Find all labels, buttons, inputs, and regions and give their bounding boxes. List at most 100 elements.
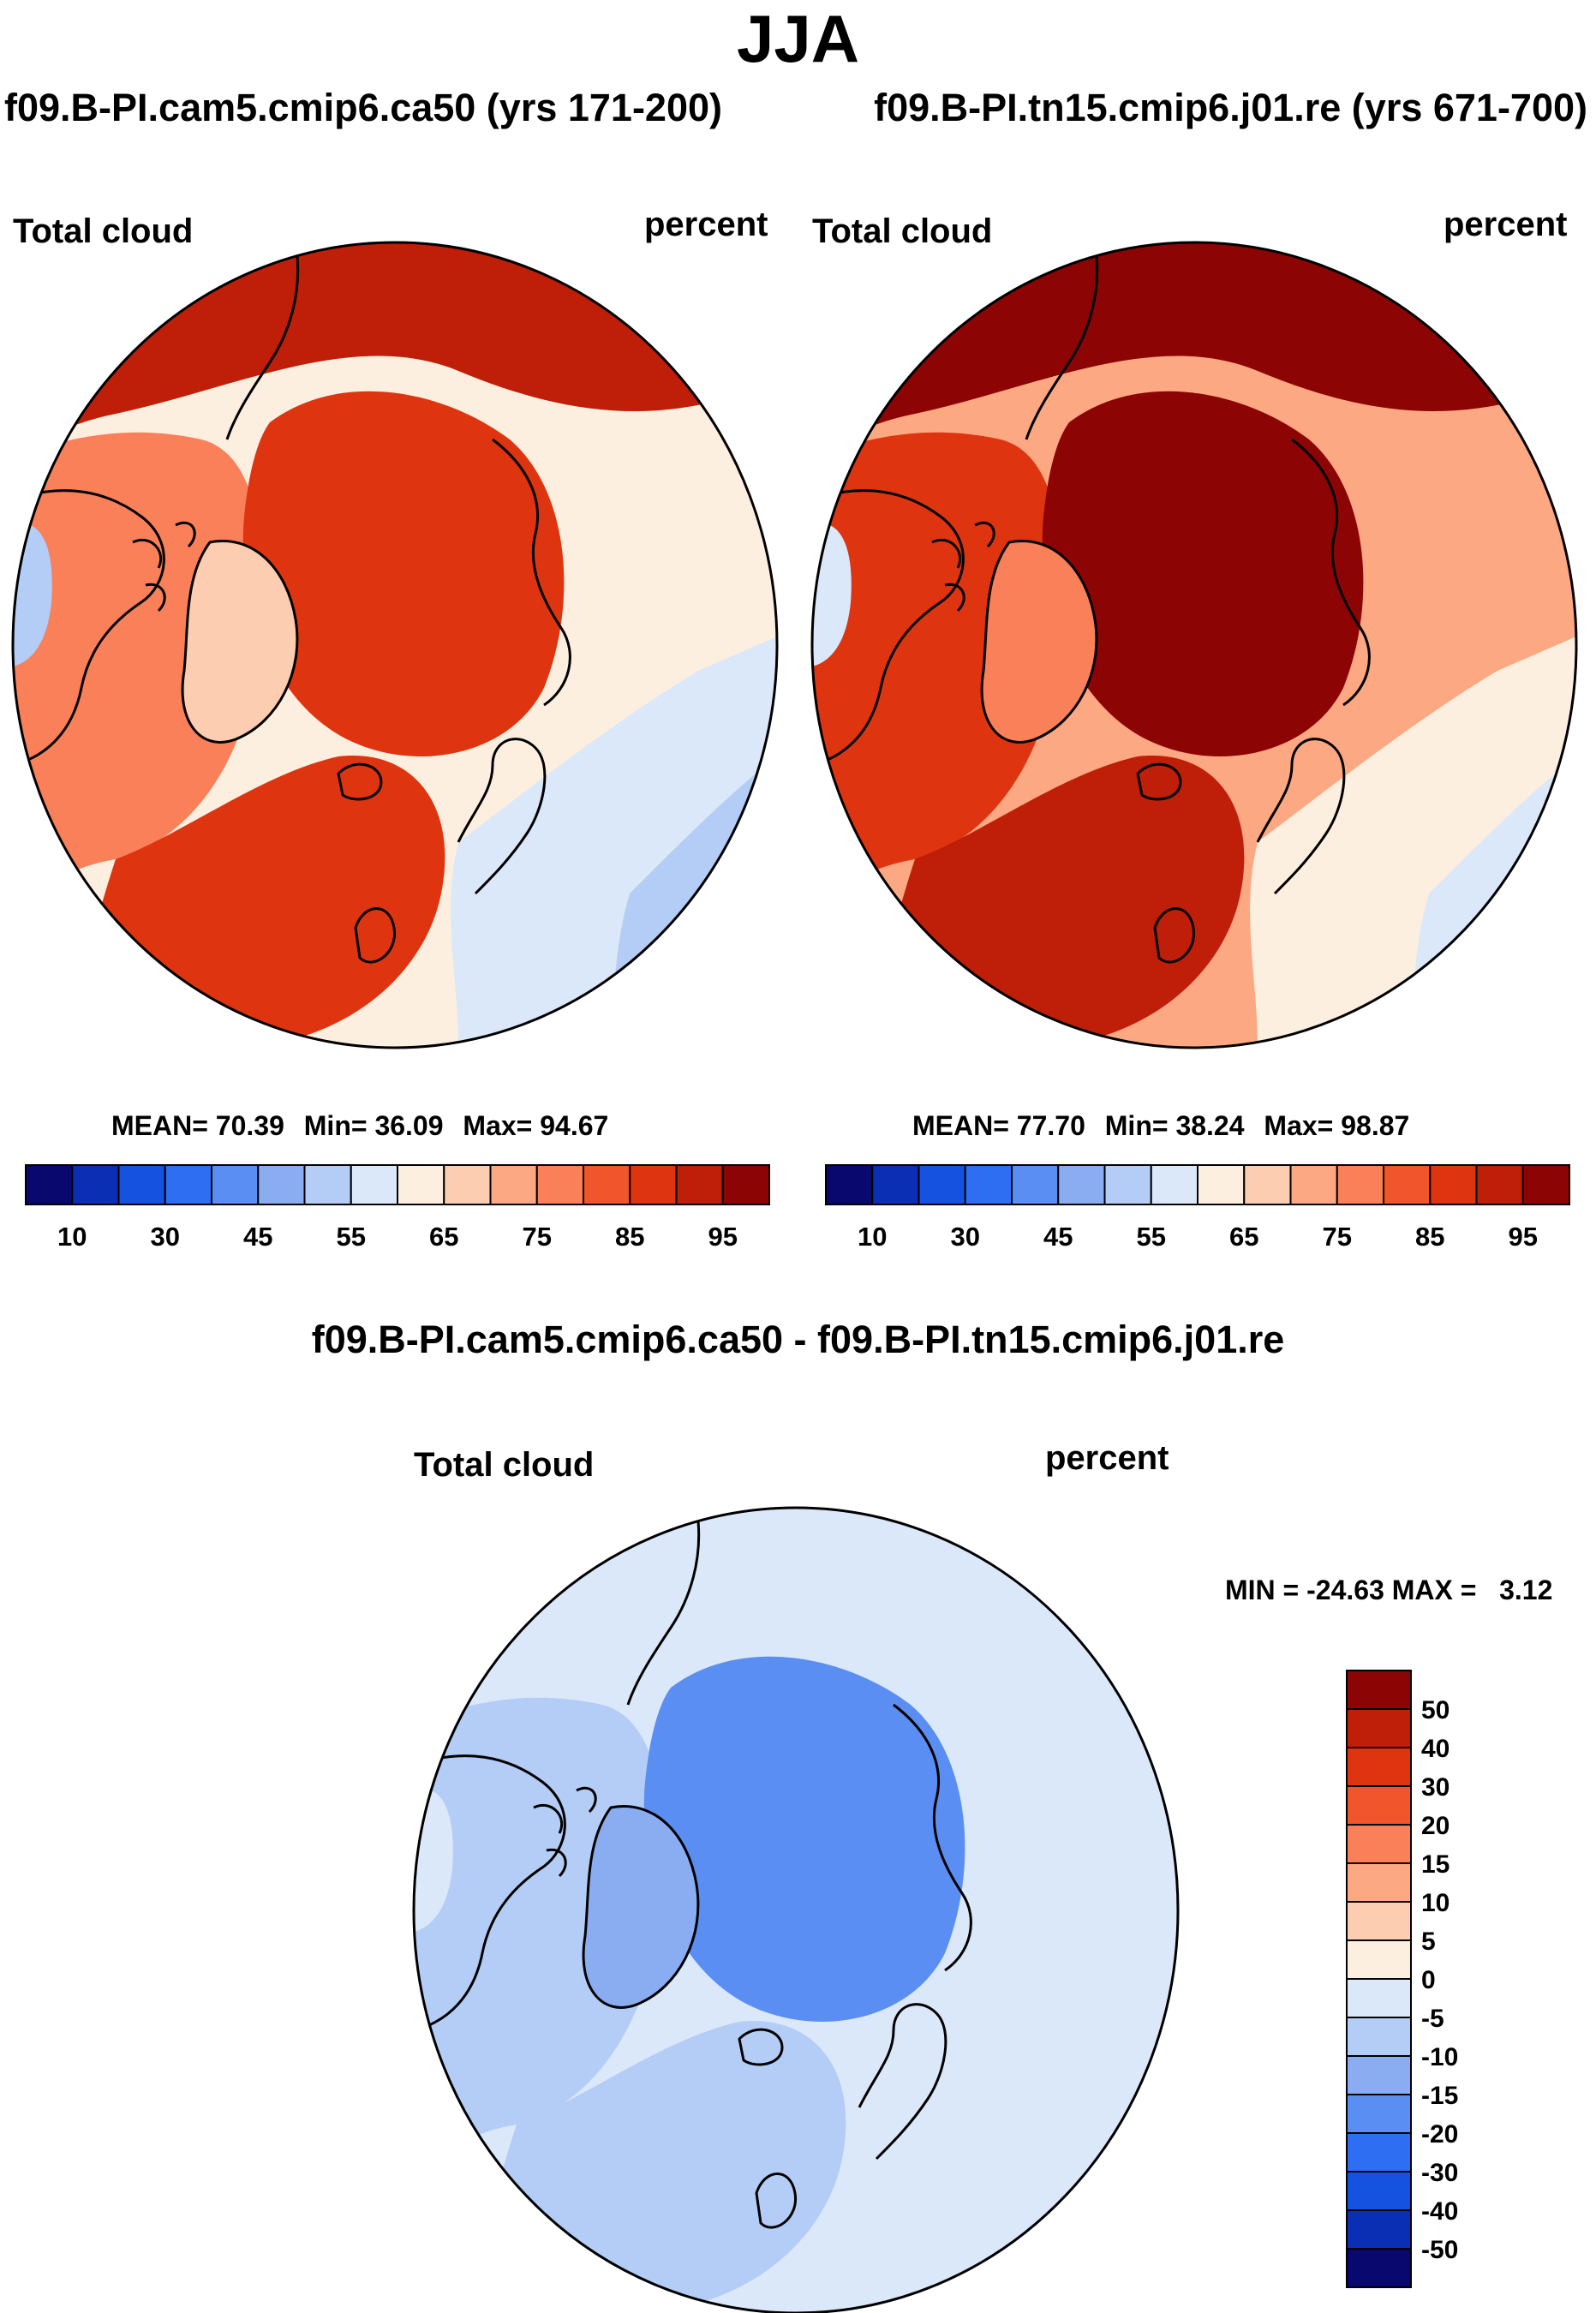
left-colorbar-tick-label: 75 — [523, 1222, 552, 1252]
right-colorbar-tick-label: 10 — [858, 1222, 887, 1252]
left-coast-scandinavia — [457, 738, 547, 895]
right-variable-label: Total cloud — [812, 212, 993, 250]
left-units-label: percent — [644, 206, 768, 243]
left-region-arctic-ocean — [242, 391, 565, 756]
left-colorbar-box — [211, 1164, 260, 1205]
diff-colorbar-tick-label: 50 — [1421, 1696, 1450, 1724]
left-colorbar-box — [443, 1164, 492, 1205]
right-colorbar-box — [825, 1164, 874, 1205]
diff-coast-archipelago — [533, 1786, 597, 1878]
left-colorbar-box — [583, 1164, 631, 1205]
right-region-arctic-ocean — [1042, 391, 1364, 756]
diff-colorbar-tick-label: 10 — [1421, 1889, 1450, 1917]
right-map-border — [810, 241, 1578, 1049]
right-colorbar-tick-label: 30 — [951, 1222, 980, 1252]
right-min-value: 38.24 — [1175, 1110, 1245, 1141]
left-colorbar-box — [397, 1164, 445, 1205]
left-colorbar-tick-label: 65 — [429, 1222, 458, 1252]
left-variable-label: Total cloud — [13, 212, 194, 250]
left-coast-greenland — [181, 540, 299, 744]
diff-colorbar-box — [1346, 1901, 1412, 1941]
right-colorbar: 10 30 45 55 65 75 85 95 — [825, 1164, 1570, 1252]
diff-colorbar-tick-label: 30 — [1421, 1773, 1450, 1802]
right-coast-iceland — [1136, 762, 1182, 801]
right-mean-label: MEAN= — [912, 1110, 1009, 1141]
left-colorbar-tick-label: 55 — [337, 1222, 366, 1252]
difference-polar-map — [412, 1506, 1180, 2313]
right-colorbar-box — [1243, 1164, 1292, 1205]
diff-colorbar-box — [1346, 1824, 1412, 1864]
right-colorbar-tick-label: 65 — [1229, 1222, 1258, 1252]
left-colorbar-box — [489, 1164, 538, 1205]
left-coast-siberia — [492, 438, 571, 707]
right-colorbar-box — [1150, 1164, 1198, 1205]
diff-colorbar-tick-label: -5 — [1421, 2005, 1444, 2033]
right-coast-greenland — [980, 540, 1098, 744]
left-colorbar-tick-label: 30 — [151, 1222, 180, 1252]
diff-colorbar-box — [1346, 1978, 1412, 2018]
right-colorbar-box — [1011, 1164, 1060, 1205]
diff-region-canada — [414, 1697, 664, 2184]
diff-colorbar-box — [1346, 1670, 1412, 1710]
left-mean-label: MEAN= — [111, 1110, 208, 1141]
diff-colorbar-tick-label: 40 — [1421, 1735, 1450, 1763]
right-polar-map — [810, 241, 1578, 1049]
diff-colorbar-box — [1346, 1939, 1412, 1980]
left-coast-archipelago — [132, 521, 196, 613]
diff-coast-iceland — [738, 2028, 784, 2066]
right-colorbar-box — [1103, 1164, 1152, 1205]
left-colorbar-box — [535, 1164, 584, 1205]
diff-colorbar-tick-label: 0 — [1421, 1966, 1436, 1994]
left-colorbar-box — [117, 1164, 166, 1205]
right-colorbar-box — [1429, 1164, 1478, 1205]
diff-colorbar-tick-label: -15 — [1421, 2082, 1458, 2110]
right-region-canada — [812, 432, 1062, 920]
right-stats: MEAN= 77.70 Min= 38.24 Max= 98.87 — [912, 1110, 1409, 1142]
diff-coast-bering — [626, 1508, 701, 1706]
left-colorbar-box — [257, 1164, 306, 1205]
left-colorbar-tick-label: 85 — [615, 1222, 644, 1252]
diff-colorbar-box — [1346, 2132, 1412, 2173]
right-colorbar-box — [1057, 1164, 1106, 1205]
right-coast-scandinavia — [1256, 738, 1346, 895]
left-colorbar-box — [25, 1164, 74, 1205]
right-colorbar-box — [1289, 1164, 1338, 1205]
case-left-header: f09.B-PI.cam5.cmip6.ca50 (yrs 171-200) — [4, 86, 722, 129]
left-coast-north-america — [13, 489, 165, 767]
diff-colorbar-box — [1346, 1747, 1412, 1787]
right-colorbar-box — [1475, 1164, 1524, 1205]
left-region-canada — [13, 432, 263, 920]
right-colorbar-box — [1336, 1164, 1384, 1205]
left-map-border — [11, 241, 779, 1049]
right-min-label: Min= — [1104, 1110, 1169, 1141]
diff-colorbar-box — [1346, 1708, 1412, 1748]
right-max-value: 98.87 — [1341, 1110, 1410, 1141]
right-colorbar-tick-label: 55 — [1137, 1222, 1166, 1252]
diff-colorbar-box — [1346, 2209, 1412, 2250]
right-units-label: percent — [1444, 206, 1568, 243]
diff-region-arctic-ocean — [643, 1656, 965, 2022]
diff-colorbar-box — [1346, 1785, 1412, 1826]
left-colorbar-box — [721, 1164, 770, 1205]
diff-colorbar-tick-label: 20 — [1421, 1812, 1450, 1840]
right-colorbar-tick-label: 95 — [1509, 1222, 1538, 1252]
diff-map-border — [412, 1506, 1180, 2313]
diff-colorbar-box — [1346, 2171, 1412, 2211]
left-polar-map — [11, 241, 779, 1049]
left-colorbar-box — [164, 1164, 212, 1205]
right-colorbar-tick-label: 75 — [1323, 1222, 1352, 1252]
left-min-value: 36.09 — [374, 1110, 444, 1141]
left-colorbar-tick-label: 95 — [708, 1222, 738, 1252]
diff-colorbar-tick-label: 5 — [1421, 1928, 1436, 1956]
right-colorbar-box — [1197, 1164, 1246, 1205]
right-mean-value: 77.70 — [1016, 1110, 1085, 1141]
diff-minmax: MIN = -24.63 MAX = 3.12 — [1225, 1575, 1553, 1605]
right-coast-archipelago — [931, 521, 995, 613]
left-colorbar-box — [303, 1164, 352, 1205]
diff-colorbar-box — [1346, 2094, 1412, 2134]
right-colorbar-box — [1383, 1164, 1432, 1205]
right-coast-bering — [1025, 242, 1099, 440]
left-colorbar-box — [71, 1164, 120, 1205]
left-region-greenland — [182, 541, 297, 743]
